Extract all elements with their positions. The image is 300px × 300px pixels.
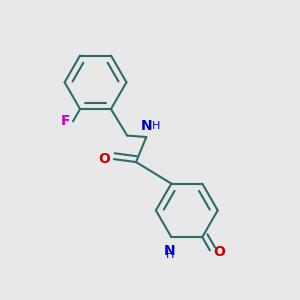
Text: N: N <box>164 244 176 259</box>
Text: O: O <box>214 245 225 259</box>
Text: O: O <box>98 152 110 166</box>
Text: H: H <box>166 250 174 260</box>
Text: H: H <box>152 121 160 130</box>
Text: N: N <box>140 119 152 134</box>
Text: F: F <box>61 114 70 128</box>
